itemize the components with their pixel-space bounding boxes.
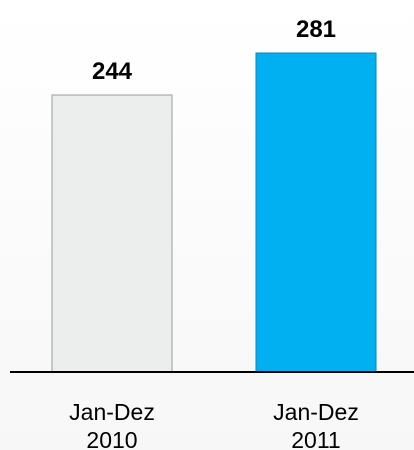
x-tick-label-line: 2010 (86, 427, 137, 450)
value-label: 281 (296, 16, 336, 43)
x-tick-label-line: Jan-Dez (273, 399, 359, 425)
bar (51, 94, 173, 373)
bar (255, 52, 377, 373)
x-tick-label-line: 2011 (291, 427, 340, 450)
value-label: 244 (92, 58, 133, 85)
x-tick-label: Jan-Dez 2010 (69, 399, 155, 450)
x-tick-label: Jan-Dez 2011 (273, 399, 359, 450)
x-tick-label-line: Jan-Dez (69, 399, 155, 425)
